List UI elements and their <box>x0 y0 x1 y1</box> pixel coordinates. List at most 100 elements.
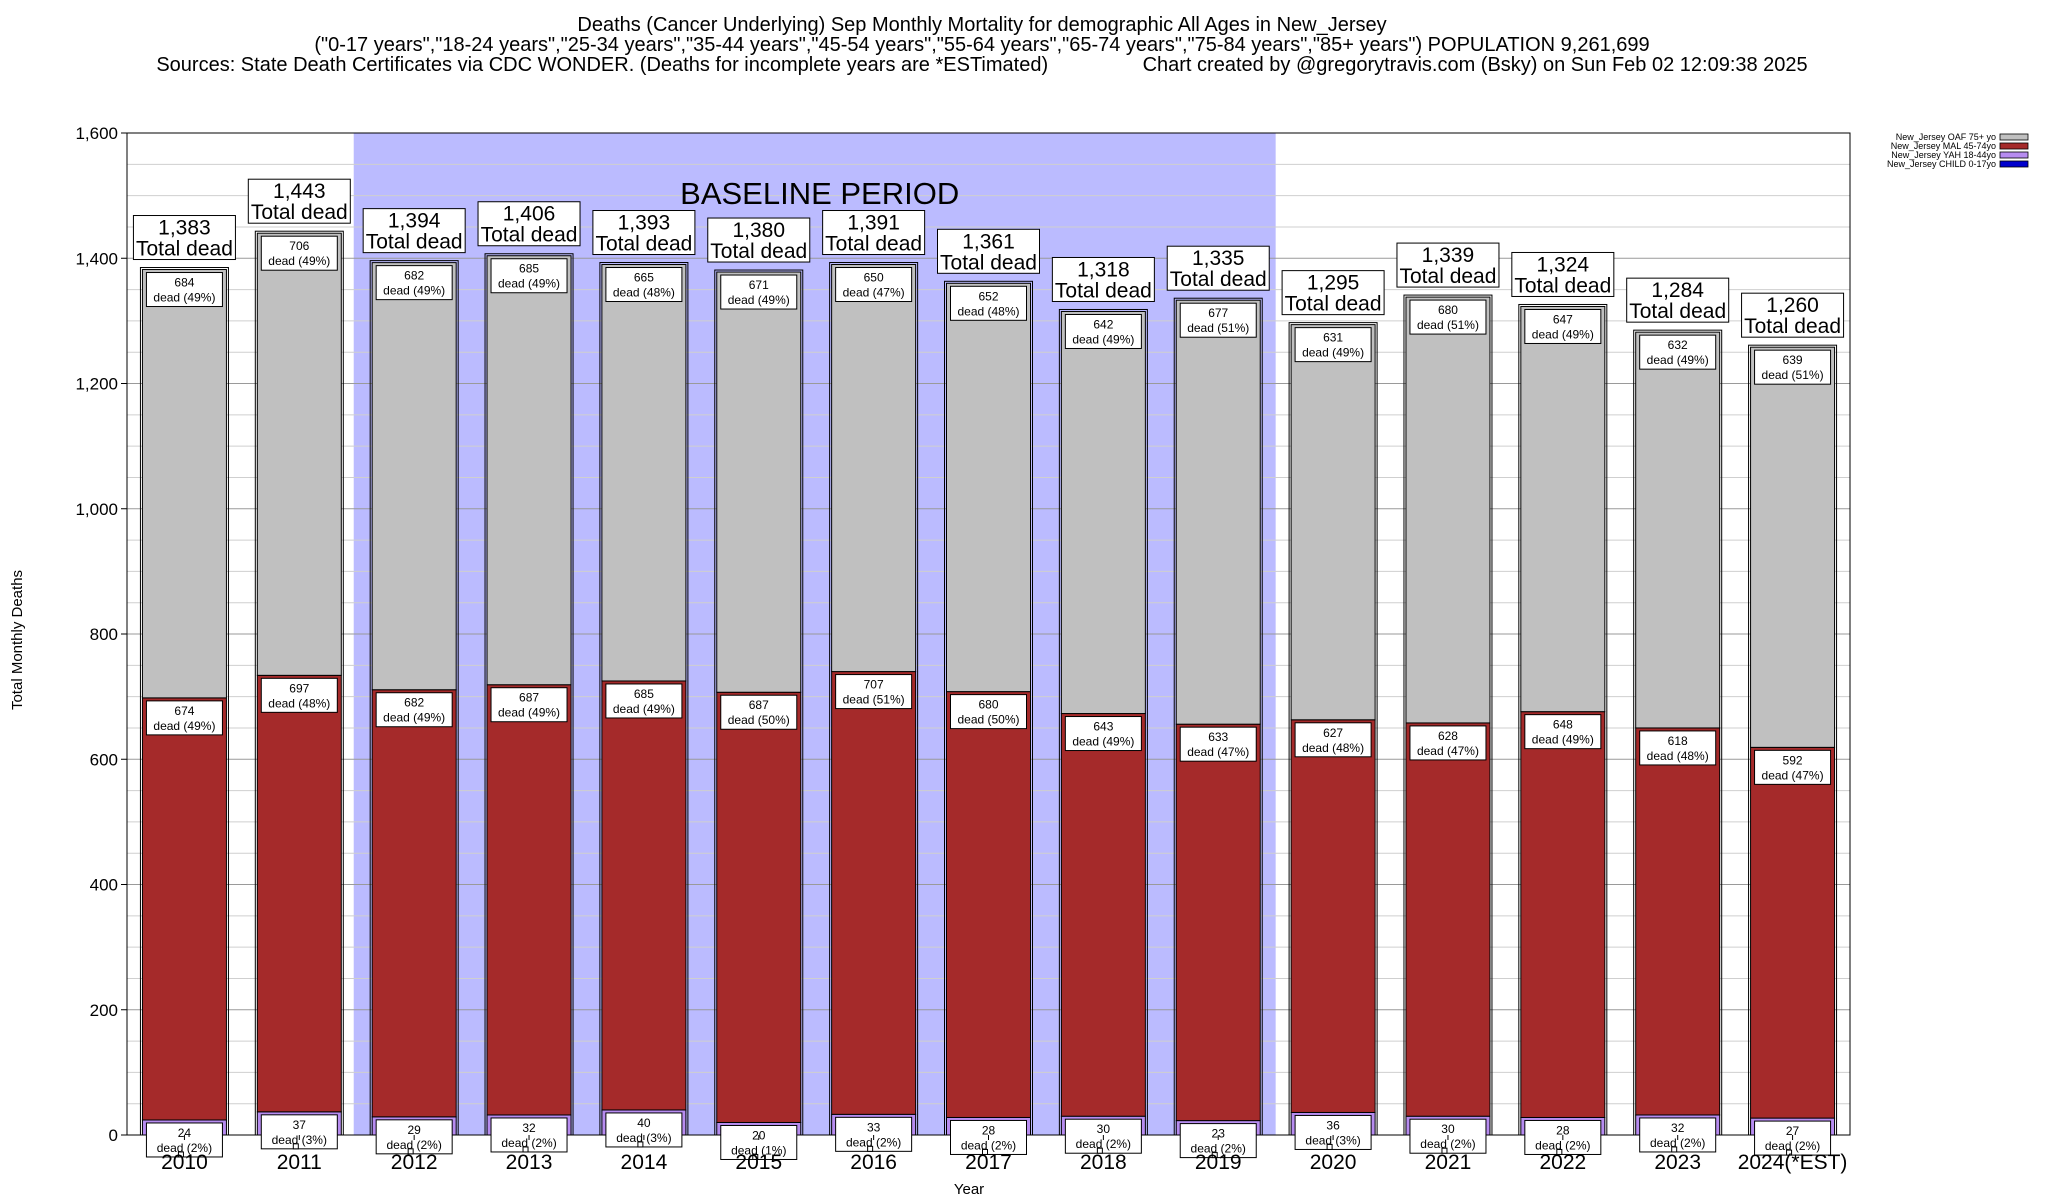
total-value-label: 1,295 <box>1307 272 1360 295</box>
mal-value-label: 628 <box>1438 729 1458 743</box>
y-tick-label: 1,200 <box>75 375 118 394</box>
bar-segment-oaf <box>1520 305 1606 713</box>
oaf-value-label: 671 <box>749 278 769 292</box>
bar-segment-oaf <box>716 271 802 693</box>
total-label-box <box>937 228 1040 274</box>
x-tick-label: 2022 <box>1539 1151 1586 1174</box>
x-tick-label: 2013 <box>506 1151 553 1174</box>
total-value-label: 1,391 <box>847 212 900 235</box>
y-axis-label: Total Monthly Deaths <box>9 570 26 710</box>
bar-segment-mal <box>1290 719 1376 1113</box>
mal-label-box <box>1064 716 1142 752</box>
yah-pct-label: dead (2%) <box>1765 1139 1820 1153</box>
mal-value-label: 627 <box>1323 726 1343 740</box>
y-tick-label: 400 <box>90 876 118 895</box>
x-axis-label: Year <box>954 1181 984 1198</box>
child-marker <box>982 1148 988 1155</box>
bar-segment-oaf <box>1175 299 1261 725</box>
legend-swatch <box>1999 142 2029 150</box>
total-caption-label: Total dead <box>710 240 807 263</box>
child-marker <box>1671 1146 1678 1153</box>
total-label-box <box>1396 242 1500 288</box>
title-line-3: Sources: State Death Certificates via CD… <box>156 54 1807 76</box>
oaf-pct-label: dead (49%) <box>1532 327 1594 341</box>
total-caption-label: Total dead <box>1170 268 1267 291</box>
oaf-label-box <box>490 258 568 294</box>
legend-entry-label: New_Jersey MAL 45-74yo <box>1891 141 1996 151</box>
mal-pct-label: dead (49%) <box>153 719 215 733</box>
bar-segment-oaf <box>601 264 687 682</box>
total-caption-label: Total dead <box>1285 293 1382 316</box>
yah-value-label: 40 <box>637 1116 651 1130</box>
bar-segment-oaf <box>1290 324 1376 721</box>
y-tick-label: 1,600 <box>75 124 118 143</box>
bar-segment-mal <box>371 689 457 1118</box>
y-tick-label: 1,400 <box>75 249 118 268</box>
bar-segment-oaf <box>371 262 457 691</box>
bar-segment-oaf <box>1635 331 1721 729</box>
oaf-label-box <box>1179 302 1257 338</box>
oaf-label-box <box>720 274 798 310</box>
mal-value-label: 618 <box>1668 734 1688 748</box>
bar-segment-mal <box>1405 722 1491 1117</box>
total-label-box <box>362 208 466 254</box>
mal-pct-label: dead (48%) <box>1302 741 1364 755</box>
mal-value-label: 687 <box>749 698 769 712</box>
total-label-box <box>132 215 236 261</box>
total-value-label: 1,393 <box>618 212 671 235</box>
total-label-box <box>1741 292 1845 338</box>
yah-pct-label: dead (2%) <box>1535 1138 1590 1152</box>
oaf-value-label: 665 <box>634 271 654 285</box>
oaf-label-box <box>1524 308 1602 344</box>
yah-value-label: 32 <box>1671 1121 1685 1135</box>
x-tick-label: 2023 <box>1654 1151 1701 1174</box>
legend-entry-label: New_Jersey CHILD 0-17yo <box>1887 159 1996 169</box>
bar-segment-mal <box>1750 746 1836 1119</box>
total-value-label: 1,260 <box>1766 294 1819 317</box>
oaf-label-box <box>1294 327 1372 363</box>
oaf-pct-label: dead (49%) <box>498 277 560 291</box>
total-caption-label: Total dead <box>481 224 578 247</box>
yah-value-label: 37 <box>293 1118 307 1132</box>
x-tick-label: 2018 <box>1080 1151 1127 1174</box>
mal-label-box <box>1179 726 1257 762</box>
oaf-label-box <box>1754 349 1832 385</box>
mal-pct-label: dead (47%) <box>1187 745 1249 759</box>
x-tick-label: 2024(*EST) <box>1738 1151 1848 1174</box>
total-label-box <box>477 201 581 247</box>
total-label-box <box>1511 251 1615 297</box>
bar-segment-mal <box>1060 713 1146 1117</box>
legend-entry-label: New_Jersey OAF 75+ yo <box>1896 132 1996 142</box>
total-value-label: 1,284 <box>1651 279 1704 302</box>
oaf-value-label: 685 <box>519 262 539 276</box>
total-label-box <box>1051 256 1155 302</box>
total-value-label: 1,394 <box>388 210 441 233</box>
oaf-label-box <box>260 235 338 271</box>
total-caption-label: Total dead <box>1055 279 1152 302</box>
bar-segment-oaf <box>1060 310 1146 715</box>
mal-label-box <box>605 683 683 719</box>
yah-pct-label: dead (3%) <box>1305 1133 1360 1147</box>
bar-segment-mal <box>141 697 227 1121</box>
mal-pct-label: dead (47%) <box>1417 744 1479 758</box>
y-tick-label: 1,000 <box>75 500 118 519</box>
title-line-2: ("0-17 years","18-24 years","25-34 years… <box>314 34 1649 56</box>
oaf-pct-label: dead (51%) <box>1417 318 1479 332</box>
oaf-pct-label: dead (49%) <box>1647 353 1709 367</box>
child-marker <box>1441 1147 1448 1154</box>
yah-pct-label: dead (2%) <box>1420 1137 1475 1151</box>
total-caption-label: Total dead <box>825 233 922 256</box>
mal-label-box <box>1754 749 1832 785</box>
total-value-label: 1,335 <box>1192 247 1245 270</box>
oaf-label-box <box>145 272 223 308</box>
child-marker <box>1786 1149 1793 1156</box>
yah-value-label: 30 <box>1441 1122 1455 1136</box>
legend-entry-label: New_Jersey YAH 18-44yo <box>1891 150 1996 160</box>
oaf-value-label: 684 <box>174 276 194 290</box>
yah-label-box <box>1179 1123 1257 1159</box>
oaf-value-label: 642 <box>1093 317 1113 331</box>
bar-segment-mal <box>831 671 917 1115</box>
oaf-pct-label: dead (48%) <box>613 286 675 300</box>
bar-segment-mal <box>601 680 687 1111</box>
yah-pct-label: dead (2%) <box>386 1138 441 1152</box>
